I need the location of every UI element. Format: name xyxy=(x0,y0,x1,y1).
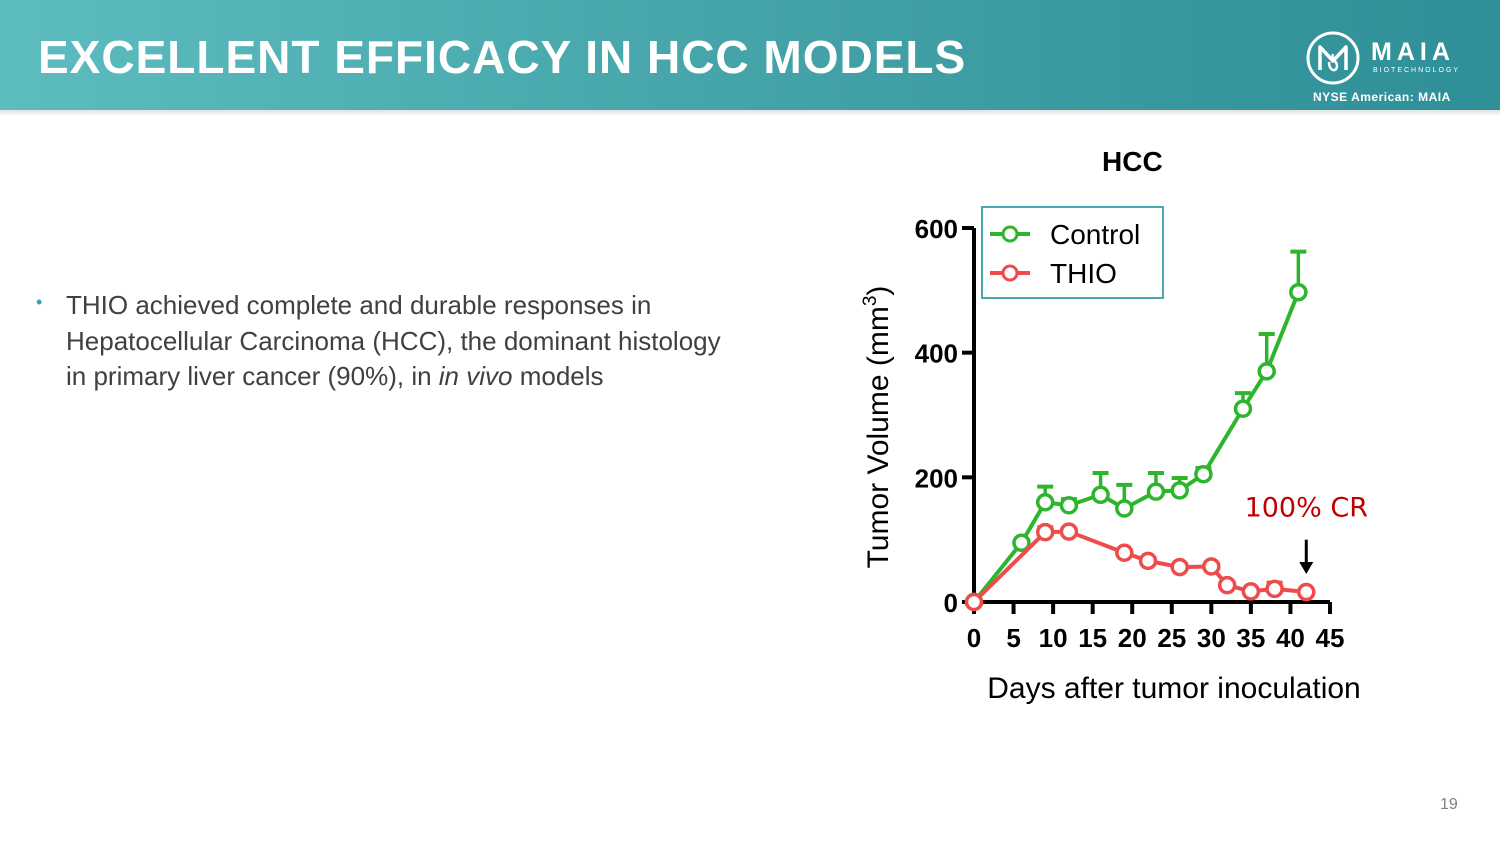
x-tick-label: 30 xyxy=(1197,623,1226,653)
bullet-text: THIO achieved complete and durable respo… xyxy=(66,288,746,395)
y-axis-label-sup: 3 xyxy=(860,296,881,307)
legend-thio-marker xyxy=(1001,264,1019,282)
legend-entry-thio: THIO xyxy=(990,258,1117,289)
data-point-thio xyxy=(1170,557,1189,577)
data-point-control xyxy=(1035,493,1055,512)
x-axis-label: Days after tumor inoculation xyxy=(987,672,1361,705)
y-axis-label-close: ) xyxy=(862,286,895,296)
data-point-thio xyxy=(1115,543,1134,563)
series-layer xyxy=(964,249,1316,612)
y-axis-label-main: Tumor Volume (mm xyxy=(862,306,895,568)
y-tick-label: 400 xyxy=(915,339,958,369)
legend-control-marker xyxy=(1001,225,1019,243)
x-tick-label: 35 xyxy=(1236,623,1265,653)
y-tick-label: 200 xyxy=(915,463,958,493)
x-tick-label: 25 xyxy=(1157,623,1186,653)
cr-arrow-head xyxy=(1299,561,1314,574)
x-tick-label: 10 xyxy=(1039,623,1068,653)
x-tick-label: 20 xyxy=(1118,623,1147,653)
stock-ticker: NYSE American: MAIA xyxy=(1313,90,1451,104)
data-point-thio xyxy=(1297,582,1316,602)
chart-axes xyxy=(972,228,1330,604)
x-tick-label: 0 xyxy=(967,623,981,653)
logo-wordmark: MAIA xyxy=(1371,38,1455,66)
slide-header xyxy=(0,0,1500,110)
data-point-control xyxy=(1194,464,1213,484)
data-point-control xyxy=(1059,496,1079,515)
cr-annotation: 100% CR xyxy=(1245,493,1368,574)
data-point-control xyxy=(1257,362,1276,381)
page-number: 19 xyxy=(1440,796,1458,813)
bullet-text-main: THIO achieved complete and durable respo… xyxy=(66,290,721,391)
data-point-control xyxy=(1170,481,1189,500)
maia-logo: MAIA BIOTECHNOLOGY xyxy=(1305,30,1475,86)
legend-control-label: Control xyxy=(1050,219,1140,250)
series-thio xyxy=(964,522,1316,612)
legend-thio-label: THIO xyxy=(1050,258,1117,289)
data-point-control xyxy=(1233,399,1253,419)
cr-annotation-text: 100% CR xyxy=(1245,493,1368,524)
data-point-control xyxy=(1289,282,1308,302)
chart-title: HCC xyxy=(1102,146,1163,177)
data-point-control xyxy=(1146,482,1166,501)
data-point-thio xyxy=(964,592,984,612)
y-ticks: 0 200 400 600 xyxy=(915,214,974,618)
y-tick-label: 0 xyxy=(944,588,958,618)
data-point-thio xyxy=(1241,582,1261,601)
x-tick-label: 15 xyxy=(1078,623,1107,653)
logo-subtitle: BIOTECHNOLOGY xyxy=(1373,67,1461,74)
data-point-control xyxy=(1115,499,1134,518)
slide-title: EXCELLENT EFFICACY IN HCC MODELS xyxy=(38,31,967,83)
bullet-text-italic: in vivo xyxy=(438,361,513,391)
data-point-thio xyxy=(1059,522,1079,541)
data-point-thio xyxy=(1035,522,1055,542)
y-tick-label: 600 xyxy=(915,214,958,244)
data-point-thio xyxy=(1138,551,1158,571)
x-tick-label: 40 xyxy=(1276,623,1305,653)
legend-box xyxy=(981,206,1164,299)
data-point-thio xyxy=(1217,575,1237,595)
legend-entry-control: Control xyxy=(990,219,1140,250)
data-point-control xyxy=(1012,533,1031,553)
x-ticks: 0 5 10 15 20 25 30 35 40 45 xyxy=(967,602,1345,653)
header-shadow xyxy=(0,110,1500,116)
chart-legend: Control THIO xyxy=(981,206,1164,299)
series-control xyxy=(964,249,1308,612)
x-tick-label: 45 xyxy=(1316,623,1345,653)
data-point-thio xyxy=(1265,579,1284,599)
maia-logo-icon xyxy=(1306,31,1360,85)
bullet-marker: • xyxy=(36,292,43,312)
data-point-control xyxy=(1091,485,1110,505)
bullet-text-end: models xyxy=(512,361,604,391)
x-tick-label: 5 xyxy=(1006,623,1020,653)
data-point-thio xyxy=(1202,557,1221,576)
y-axis-label: Tumor Volume (mm3) xyxy=(860,286,895,569)
